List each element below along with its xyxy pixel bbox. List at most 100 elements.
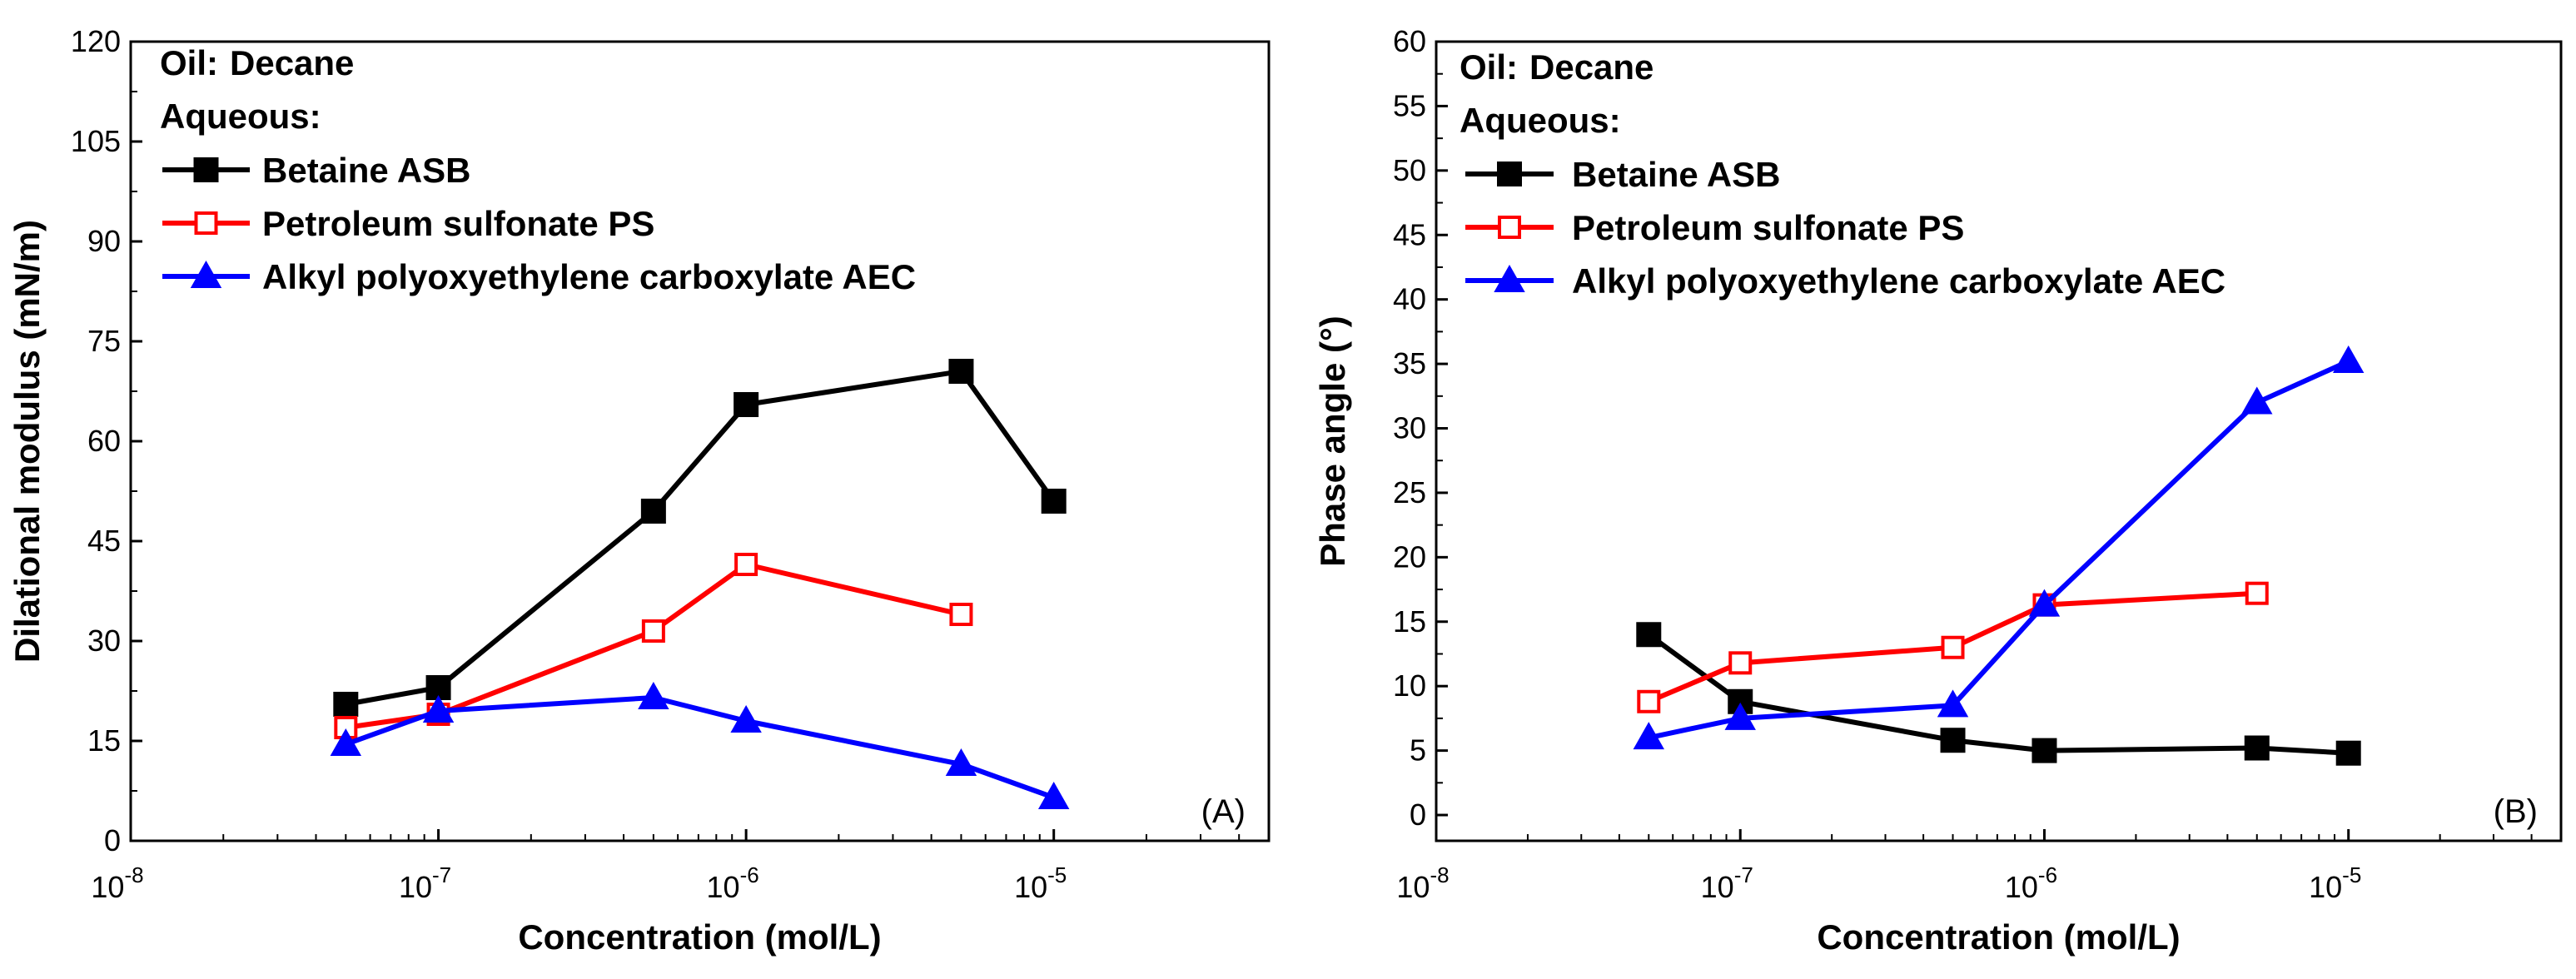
data-point-aec: [422, 694, 455, 723]
y-tick-label: 0: [1410, 798, 1426, 832]
y-tick-label: 45: [87, 524, 121, 558]
y-tick-label: 0: [104, 823, 121, 857]
data-point-aec: [945, 748, 977, 776]
data-point-ps: [2245, 581, 2269, 605]
data-point-aec: [730, 704, 762, 733]
x-tick-label: 10-5: [2309, 862, 2361, 904]
y-tick-label: 120: [71, 24, 121, 58]
data-point-asb: [734, 392, 759, 417]
y-tick-label: 30: [1393, 411, 1426, 445]
data-point-asb: [2244, 735, 2270, 761]
legend-label-asb: Betaine ASB: [262, 151, 471, 190]
series-line-asb: [345, 369, 1057, 707]
data-point-asb: [640, 499, 666, 524]
x-tick-base: 10: [91, 870, 124, 904]
data-point-asb: [1041, 489, 1067, 514]
legend-aqueous: Aqueous:: [160, 97, 321, 136]
data-point-aec: [2028, 589, 2061, 617]
y-axis-title: Phase angle (°): [1313, 316, 1352, 567]
data-point-asb: [1940, 728, 1966, 753]
legend-marker-aec: [1494, 264, 1525, 292]
y-tick-label: 15: [1393, 604, 1426, 639]
x-tick-base: 10: [399, 870, 432, 904]
x-tick-label: 10-5: [1014, 862, 1067, 904]
legend-oil: Oil: Decane: [160, 43, 354, 82]
legend: Oil: Decane Aqueous: Betaine ASB Petroleum s…: [160, 43, 916, 296]
data-point-ps: [734, 553, 758, 576]
y-tick-label: 25: [1393, 475, 1426, 509]
y-tick-label: 15: [87, 723, 121, 758]
data-point-asb: [2031, 738, 2057, 763]
x-tick-label: 10-7: [399, 862, 451, 904]
data-point-aec: [2241, 386, 2273, 415]
data-point-aec: [638, 681, 669, 709]
data-point-aec: [2332, 345, 2365, 373]
legend-label-aec: Alkyl polyoxyethylene carboxylate AEC: [1572, 261, 2225, 301]
legend-label-ps: Petroleum sulfonate PS: [262, 204, 654, 243]
legend-marker-asb: [1497, 162, 1522, 186]
y-tick-label: 45: [1393, 217, 1426, 251]
y-tick-label: 105: [71, 124, 121, 158]
plot-frame: [1435, 40, 2563, 842]
legend-oil-label: Oil:: [160, 43, 218, 82]
x-tick-base: 10: [1014, 870, 1047, 904]
x-tick-label: 10-6: [707, 862, 759, 904]
legend-marker-ps: [194, 211, 218, 235]
y-tick-label: 20: [1393, 539, 1426, 574]
data-point-ps: [1637, 689, 1661, 713]
y-tick-label: 90: [87, 224, 121, 258]
legend-oil: Oil: Decane: [1460, 47, 1654, 87]
data-point-aec: [330, 728, 362, 756]
x-tick-exponent: -6: [740, 862, 759, 887]
x-tick-label: 10-8: [1396, 862, 1449, 904]
x-tick-exponent: -7: [1734, 862, 1753, 887]
data-point-ps: [641, 619, 665, 643]
data-point-aec: [1724, 702, 1756, 730]
data-point-ps: [1941, 635, 1965, 659]
data-point-ps: [949, 603, 973, 626]
x-tick-exponent: -8: [1430, 862, 1449, 887]
legend-oil-value: Decane: [230, 43, 354, 82]
data-point-asb: [1728, 688, 1753, 714]
x-tick-base: 10: [2005, 870, 2038, 904]
panel-label: (B): [2494, 793, 2538, 830]
series-aec: [330, 681, 1070, 809]
legend-marker-aec: [190, 260, 222, 288]
x-axis-title: Concentration (mol/L): [518, 917, 881, 957]
legend-oil-value: Decane: [1529, 47, 1654, 87]
legend-aqueous: Aqueous:: [1460, 101, 1621, 140]
data-point-asb: [948, 359, 974, 384]
y-tick-label: 75: [87, 324, 121, 358]
series-line-asb: [1647, 632, 2349, 756]
data-point-asb: [2335, 740, 2361, 766]
legend-label-ps: Petroleum sulfonate PS: [1572, 208, 1964, 247]
x-tick-exponent: -8: [124, 862, 143, 887]
y-tick-label: 35: [1393, 346, 1426, 380]
series-asb: [1636, 622, 2361, 766]
data-point-aec: [1937, 689, 1969, 718]
y-tick-label: 40: [1393, 282, 1426, 316]
legend-oil-label: Oil:: [1460, 47, 1518, 87]
series-line-aec: [1648, 359, 2350, 741]
y-tick-label: 10: [1393, 668, 1426, 703]
y-tick-label: 60: [87, 424, 121, 458]
series-aec: [1633, 345, 2365, 750]
y-tick-label: 60: [1393, 24, 1426, 58]
x-tick-base: 10: [707, 870, 740, 904]
x-tick-label: 10-8: [91, 862, 143, 904]
x-tick-exponent: -6: [2038, 862, 2057, 887]
x-tick-exponent: -7: [432, 862, 451, 887]
x-tick-label: 10-6: [2005, 862, 2057, 904]
y-axis-title: Dilational modulus (mN/m): [7, 220, 47, 663]
legend-marker-asb: [193, 157, 219, 182]
series-ps: [1637, 581, 2269, 713]
data-point-ps: [1728, 651, 1753, 675]
y-tick-label: 30: [87, 624, 121, 658]
x-tick-base: 10: [2309, 870, 2342, 904]
y-tick-label: 5: [1410, 733, 1426, 768]
y-tick-label: 50: [1393, 153, 1426, 187]
series-asb: [333, 359, 1067, 717]
